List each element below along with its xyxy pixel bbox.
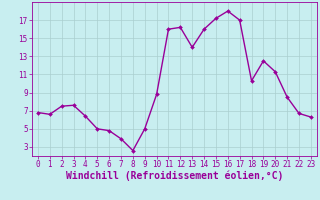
X-axis label: Windchill (Refroidissement éolien,°C): Windchill (Refroidissement éolien,°C) (66, 171, 283, 181)
